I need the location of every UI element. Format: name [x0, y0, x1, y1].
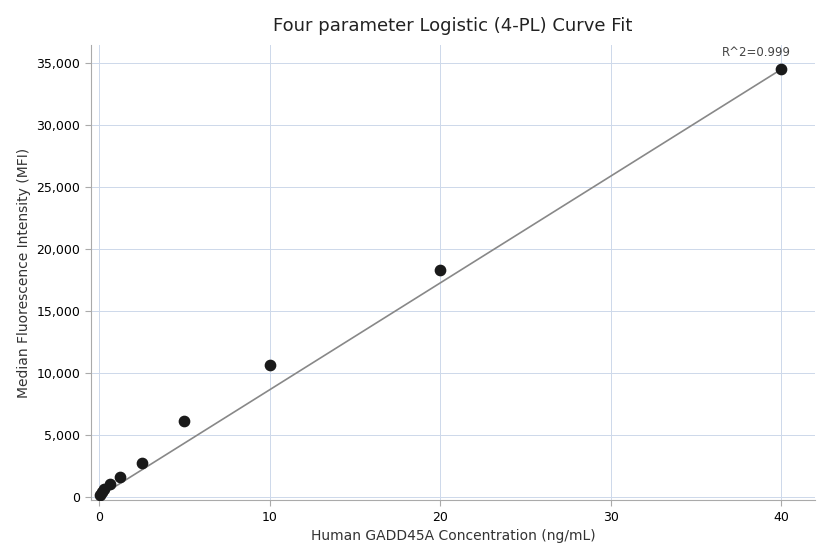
Point — [263, 361, 276, 370]
Point — [94, 491, 107, 500]
Point — [114, 472, 127, 481]
Point — [775, 65, 788, 74]
Y-axis label: Median Fluorescence Intensity (MFI): Median Fluorescence Intensity (MFI) — [17, 147, 31, 398]
Point — [433, 265, 447, 274]
Point — [97, 484, 111, 493]
Point — [103, 479, 116, 488]
Point — [178, 417, 191, 426]
Title: Four parameter Logistic (4-PL) Curve Fit: Four parameter Logistic (4-PL) Curve Fit — [273, 17, 632, 35]
Point — [135, 459, 148, 468]
X-axis label: Human GADD45A Concentration (ng/mL): Human GADD45A Concentration (ng/mL) — [310, 529, 595, 543]
Text: R^2=0.999: R^2=0.999 — [721, 46, 790, 59]
Point — [95, 487, 108, 496]
